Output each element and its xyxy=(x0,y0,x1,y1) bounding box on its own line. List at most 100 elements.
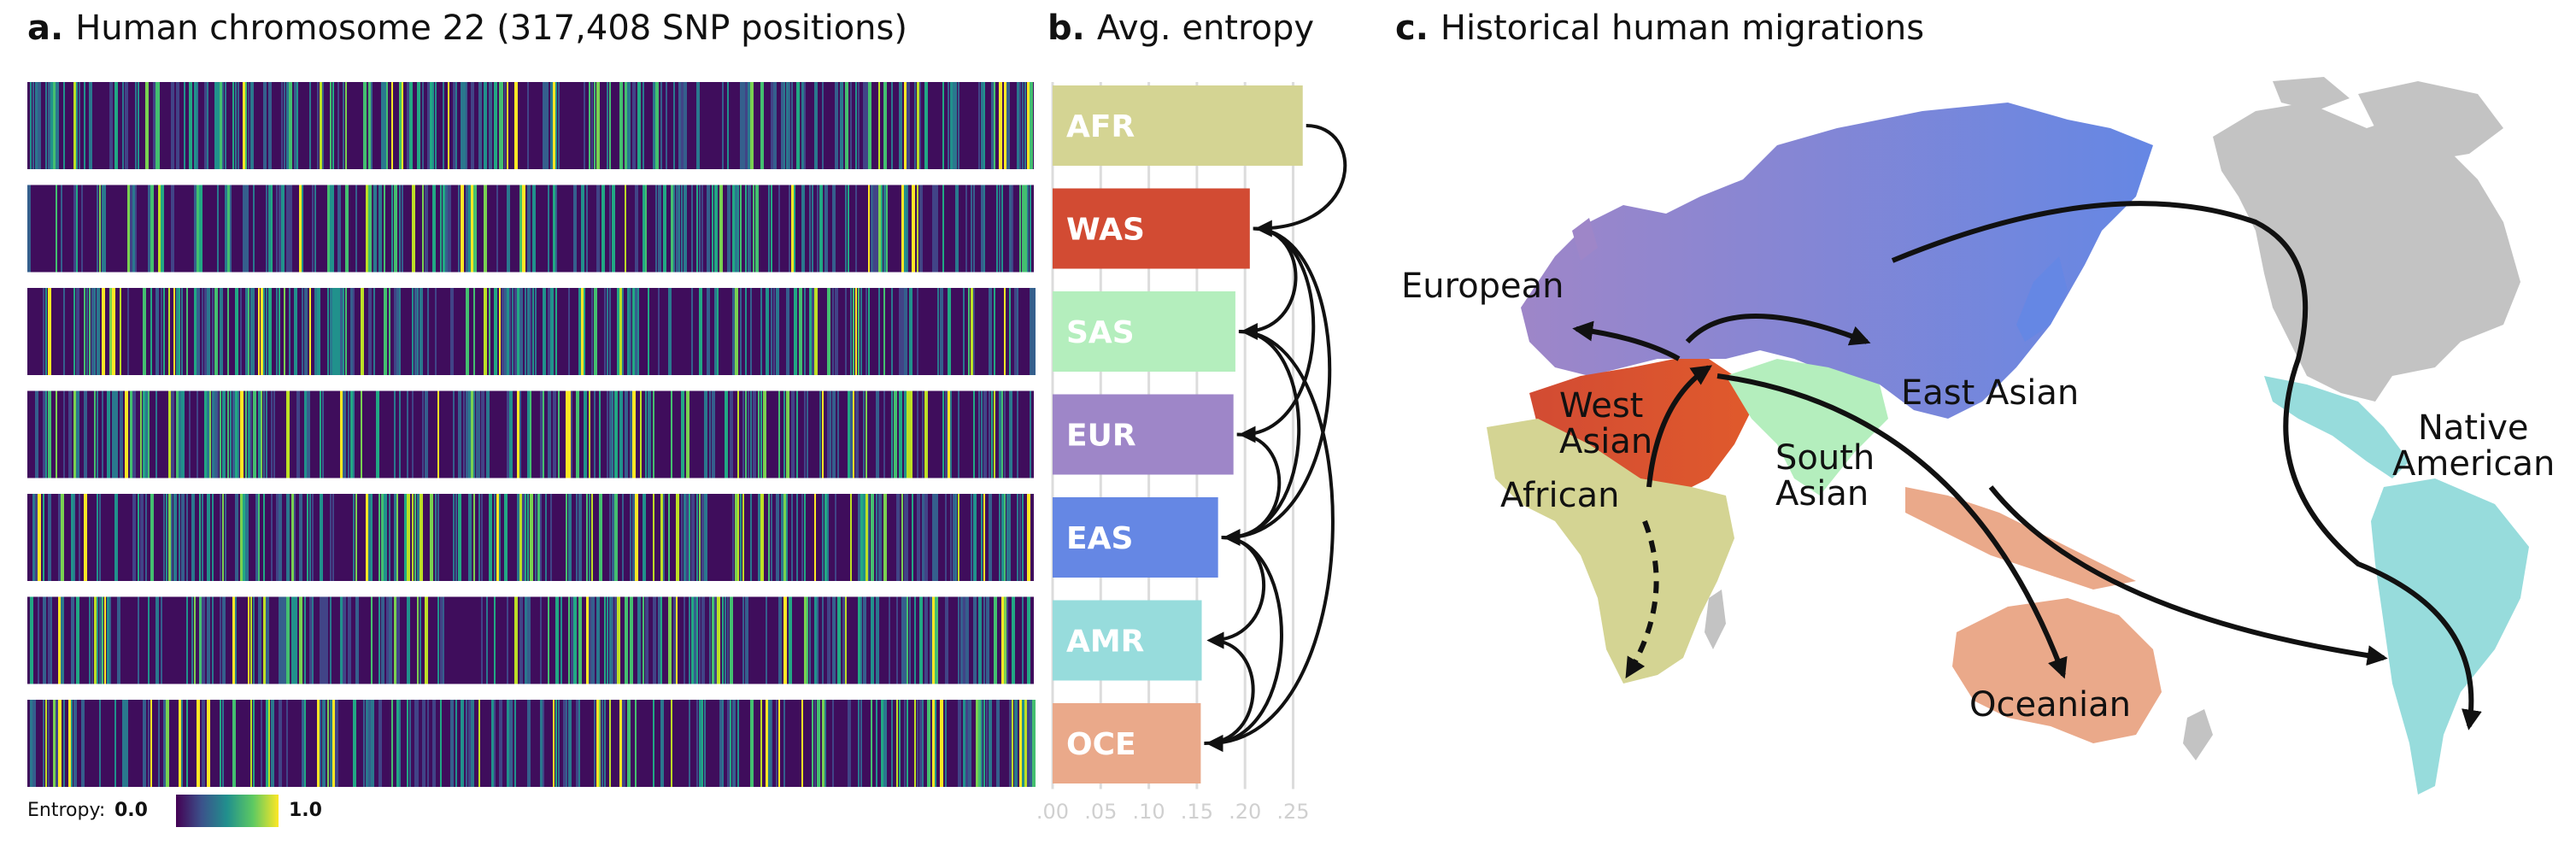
heatmap-stripe xyxy=(304,700,306,787)
heatmap-stripe xyxy=(302,185,303,273)
heatmap-stripe xyxy=(763,390,766,478)
heatmap-stripe xyxy=(207,390,210,478)
heatmap-stripe xyxy=(253,390,256,478)
heatmap-stripe xyxy=(50,82,54,169)
heatmap-stripe xyxy=(671,185,674,273)
heatmap-stripe xyxy=(704,700,706,787)
heatmap-stripe xyxy=(453,494,455,581)
heatmap-stripe xyxy=(899,700,901,787)
heatmap-stripe xyxy=(345,82,347,169)
heatmap-stripe xyxy=(786,82,789,169)
heatmap-stripe xyxy=(609,288,611,375)
heatmap-stripe xyxy=(737,390,739,478)
heatmap-stripe xyxy=(904,185,907,273)
heatmap-stripe xyxy=(673,185,675,273)
heatmap-stripe xyxy=(594,82,596,169)
heatmap-stripe xyxy=(94,288,96,375)
heatmap-stripe xyxy=(584,288,585,375)
heatmap-stripe xyxy=(681,390,684,478)
heatmap-stripe xyxy=(555,82,557,169)
heatmap-stripe xyxy=(99,700,101,787)
heatmap-stripe xyxy=(1006,494,1010,581)
heatmap-stripe xyxy=(368,82,372,169)
heatmap-stripe xyxy=(332,185,334,273)
heatmap-stripe xyxy=(73,390,77,478)
new-zealand-shape xyxy=(2183,709,2213,760)
heatmap-stripe xyxy=(527,700,531,787)
heatmap-stripe xyxy=(899,288,902,375)
heatmap-stripe xyxy=(214,82,218,169)
heatmap-stripe xyxy=(99,494,101,581)
heatmap-stripe xyxy=(540,390,543,478)
x-tick-label: .00 xyxy=(1036,800,1069,824)
heatmap-stripe xyxy=(291,494,295,581)
heatmap-stripe xyxy=(1014,700,1018,787)
heatmap-stripe xyxy=(304,596,306,684)
label-native-american: Native American xyxy=(2392,408,2555,484)
heatmap-stripe xyxy=(432,82,434,169)
heatmap-stripe xyxy=(622,700,625,787)
heatmap-stripe xyxy=(689,596,690,684)
heatmap-stripe xyxy=(630,288,631,375)
heatmap-stripe xyxy=(322,596,326,684)
heatmap-stripe xyxy=(399,288,401,375)
heatmap-stripe xyxy=(945,700,947,787)
heatmap-stripe xyxy=(717,288,719,375)
heatmap-stripe xyxy=(696,82,700,169)
label-south-asian: South Asian xyxy=(1775,438,1875,513)
heatmap-stripe xyxy=(73,185,77,273)
heatmap-stripe xyxy=(71,494,74,581)
heatmap-stripe xyxy=(166,494,167,581)
heatmap-stripe xyxy=(701,494,705,581)
heatmap-stripe xyxy=(240,288,242,375)
heatmap-stripe xyxy=(1022,185,1025,273)
heatmap-stripe xyxy=(689,700,690,787)
heatmap-stripe xyxy=(945,596,948,684)
heatmap-stripe xyxy=(266,596,269,684)
heatmap-stripe xyxy=(617,596,620,684)
heatmap-stripe xyxy=(125,82,128,169)
heatmap-stripe xyxy=(924,390,928,478)
heatmap-stripe xyxy=(573,596,577,684)
heatmap-stripe xyxy=(186,700,188,787)
heatmap-stripe xyxy=(612,390,613,478)
heatmap-stripe xyxy=(345,185,349,273)
heatmap-stripe xyxy=(558,82,560,169)
heatmap-stripe xyxy=(481,494,483,581)
heatmap-stripe xyxy=(837,390,839,478)
heatmap-stripe xyxy=(32,82,34,169)
heatmap-stripe xyxy=(140,390,142,478)
heatmap-stripe xyxy=(778,390,780,478)
heatmap-stripe xyxy=(742,494,744,581)
heatmap-stripe xyxy=(732,700,736,787)
heatmap-stripe xyxy=(899,390,902,478)
heatmap-stripe xyxy=(222,494,224,581)
heatmap-stripe xyxy=(584,82,585,169)
heatmap-stripe xyxy=(30,82,32,169)
heatmap-stripe xyxy=(904,82,907,169)
heatmap-stripe xyxy=(796,494,798,581)
heatmap-stripe xyxy=(378,494,380,581)
migration-arrow-westasia-eastasia xyxy=(1685,314,1871,346)
panel-a-title-text: Human chromosome 22 (317,408 SNP positio… xyxy=(75,9,907,48)
heatmap-stripe xyxy=(179,700,182,787)
heatmap-stripe xyxy=(619,700,623,787)
heatmap-stripe xyxy=(550,494,552,581)
heatmap-stripe xyxy=(81,185,83,273)
heatmap-stripe xyxy=(960,596,964,684)
heatmap-stripe xyxy=(314,185,316,273)
heatmap-stripe xyxy=(994,596,997,684)
heatmap-stripe xyxy=(222,390,226,478)
heatmap-stripe xyxy=(230,390,232,478)
heatmap-stripe xyxy=(958,494,959,581)
heatmap-stripe xyxy=(601,185,605,273)
heatmap-stripe xyxy=(919,700,923,787)
heatmap-stripe xyxy=(250,288,254,375)
heatmap-stripe xyxy=(361,390,362,478)
heatmap-stripe xyxy=(214,390,218,478)
heatmap-stripe xyxy=(486,596,488,684)
heatmap-stripe xyxy=(97,596,98,684)
heatmap-stripe xyxy=(48,700,50,787)
heatmap-stripe xyxy=(507,596,508,684)
heatmap-stripe xyxy=(791,82,793,169)
